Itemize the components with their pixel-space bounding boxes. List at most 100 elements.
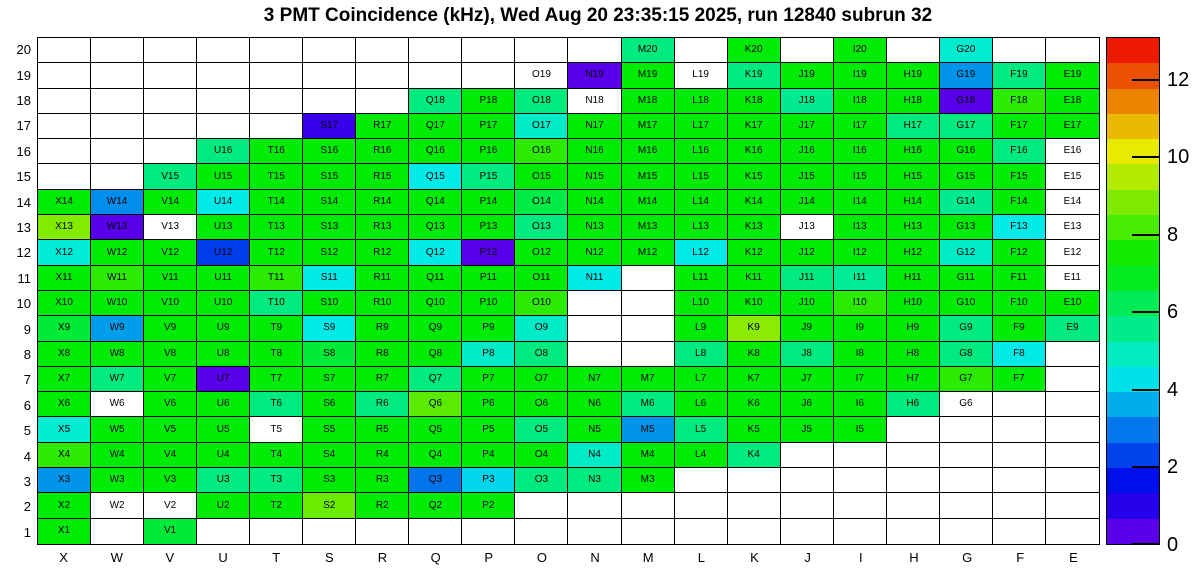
heatmap-cell-empty: [992, 442, 1046, 469]
heatmap-cell-empty: [250, 113, 304, 140]
heatmap-cell-H14: H14: [886, 189, 940, 216]
heatmap-cell-P2: P2: [462, 493, 516, 519]
heatmap-cell-O12: O12: [515, 240, 569, 266]
heatmap-cell-empty: [197, 63, 251, 89]
heatmap-cell-X12: X12: [38, 240, 92, 266]
heatmap-cell-H7: H7: [886, 366, 940, 393]
colorbar-band: [1107, 113, 1159, 140]
heatmap-cell-empty: [568, 38, 622, 64]
heatmap-cell-H12: H12: [886, 240, 940, 266]
heatmap-cell-I9: I9: [833, 316, 887, 342]
heatmap-cell-G6: G6: [939, 392, 993, 418]
heatmap-cell-E12: E12: [1045, 240, 1099, 266]
heatmap-cell-M17: M17: [621, 113, 675, 140]
y-axis-label: 11: [17, 270, 32, 286]
heatmap-cell-X2: X2: [38, 493, 92, 519]
heatmap-cell-U7: U7: [197, 366, 251, 393]
heatmap-cell-I19: I19: [833, 63, 887, 89]
heatmap-cell-empty: [1045, 417, 1099, 443]
x-axis-label: U: [218, 550, 228, 565]
heatmap-cell-S5: S5: [303, 417, 357, 443]
heatmap-cell-G20: G20: [939, 38, 993, 64]
heatmap-cell-empty: [356, 38, 410, 64]
heatmap-cell-T16: T16: [250, 139, 304, 165]
heatmap-cell-N4: N4: [568, 442, 622, 469]
colorbar-band: [1107, 164, 1159, 190]
heatmap-cell-J18: J18: [780, 88, 834, 114]
colorbar-band: [1107, 139, 1159, 165]
heatmap-cell-empty: [939, 493, 993, 519]
heatmap-cell-M6: M6: [621, 392, 675, 418]
heatmap-cell-empty: [621, 493, 675, 519]
colorbar-band: [1107, 442, 1159, 469]
heatmap-cell-S6: S6: [303, 392, 357, 418]
heatmap-cell-P10: P10: [462, 290, 516, 317]
heatmap-cell-X8: X8: [38, 341, 92, 367]
heatmap-cell-M13: M13: [621, 215, 675, 241]
heatmap-cell-empty: [1045, 493, 1099, 519]
heatmap-cell-empty: [939, 442, 993, 469]
heatmap-cell-V8: V8: [144, 341, 198, 367]
heatmap-cell-E18: E18: [1045, 88, 1099, 114]
heatmap-cell-T13: T13: [250, 215, 304, 241]
heatmap-cell-empty: [462, 38, 516, 64]
heatmap-cell-empty: [515, 38, 569, 64]
heatmap-cell-L7: L7: [674, 366, 728, 393]
heatmap-cell-empty: [886, 442, 940, 469]
heatmap-cell-N3: N3: [568, 468, 622, 494]
x-axis-label: S: [324, 550, 334, 565]
heatmap-cell-X1: X1: [38, 518, 92, 544]
heatmap-cell-P8: P8: [462, 341, 516, 367]
heatmap-cell-P17: P17: [462, 113, 516, 140]
heatmap-cell-O6: O6: [515, 392, 569, 418]
heatmap-cell-P9: P9: [462, 316, 516, 342]
y-axis-label: 5: [23, 423, 31, 439]
heatmap-cell-E9: E9: [1045, 316, 1099, 342]
heatmap-cell-empty: [939, 417, 993, 443]
heatmap-cell-U11: U11: [197, 265, 251, 291]
heatmap-cell-empty: [992, 417, 1046, 443]
heatmap-cell-R11: R11: [356, 265, 410, 291]
heatmap-cell-S3: S3: [303, 468, 357, 494]
heatmap-cell-U3: U3: [197, 468, 251, 494]
heatmap-cell-empty: [834, 518, 887, 544]
heatmap-cell-N13: N13: [568, 215, 622, 241]
y-axis-label: 14: [16, 194, 31, 210]
heatmap-cell-W4: W4: [91, 442, 145, 469]
heatmap-cell-O14: O14: [515, 189, 569, 216]
heatmap-cell-V12: V12: [144, 240, 198, 266]
heatmap-cell-I13: I13: [833, 215, 887, 241]
heatmap-cell-O3: O3: [515, 468, 569, 494]
heatmap-cell-R4: R4: [356, 442, 410, 469]
heatmap-cell-Q9: Q9: [409, 316, 463, 342]
heatmap-cell-E15: E15: [1045, 164, 1099, 190]
heatmap-cell-K18: K18: [727, 88, 781, 114]
heatmap-cell-M14: M14: [621, 189, 675, 216]
heatmap-cell-U8: U8: [197, 341, 251, 367]
heatmap-cell-empty: [568, 316, 622, 342]
heatmap-cell-R2: R2: [356, 493, 410, 519]
heatmap-cell-X11: X11: [38, 265, 92, 291]
heatmap-cell-J14: J14: [780, 189, 834, 216]
heatmap-cell-empty: [674, 493, 728, 519]
x-axis-label: J: [804, 550, 811, 565]
heatmap-cell-O4: O4: [515, 442, 569, 469]
heatmap-cell-F15: F15: [992, 164, 1046, 190]
heatmap-cell-empty: [1045, 392, 1099, 418]
heatmap-cell-J12: J12: [780, 240, 834, 266]
x-axis-label: V: [165, 550, 175, 565]
heatmap-cell-S12: S12: [303, 240, 357, 266]
heatmap-cell-K5: K5: [727, 417, 781, 443]
x-axis-label: G: [962, 550, 973, 565]
heatmap-cell-G8: G8: [939, 341, 993, 367]
heatmap-cell-V1: V1: [144, 518, 198, 544]
heatmap-grid: M20 K20 I20 G20 O19 N19 M19 L19 K19 J19 I19 H19 G19 F…: [37, 37, 1100, 545]
heatmap-cell-F10: F10: [992, 290, 1046, 317]
heatmap-cell-V7: V7: [144, 366, 198, 393]
heatmap-cell-R15: R15: [356, 164, 410, 190]
heatmap-cell-G18: G18: [939, 88, 993, 114]
heatmap-cell-S9: S9: [303, 316, 357, 342]
heatmap-cell-U4: U4: [197, 442, 251, 469]
heatmap-cell-O19: O19: [515, 63, 569, 89]
heatmap-cell-empty: [993, 518, 1046, 544]
